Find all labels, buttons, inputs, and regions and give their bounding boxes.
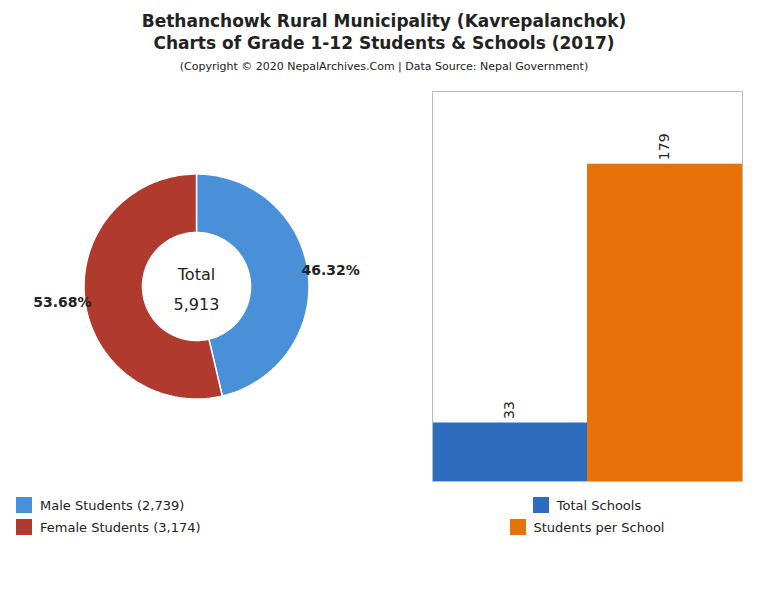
html-text:Total Schools: Total Schools: [556, 497, 642, 513]
svg-text:Total: Total: [177, 265, 215, 284]
svg-text:53.68%: 53.68%: [33, 294, 91, 310]
html-text:Bethanchowk Rural Municipality: Bethanchowk Rural Municipality (Kavrepal…: [141, 11, 627, 31]
html-text:Students per School: Students per School: [533, 519, 665, 535]
html-text:Charts of Grade 1-12 Students: Charts of Grade 1-12 Students & Schools …: [153, 33, 615, 53]
svg-text:46.32%: 46.32%: [301, 262, 359, 278]
html-text:Male Students (2,739): Male Students (2,739): [40, 497, 185, 513]
svg-text:179: 179: [656, 133, 672, 160]
html-text:(Copyright © 2020 NepalArchive: (Copyright © 2020 NepalArchives.Com | Da…: [179, 60, 589, 73]
svg-text:33: 33: [501, 401, 517, 419]
html-text:Female Students (3,174): Female Students (3,174): [40, 519, 201, 535]
svg-text:5,913: 5,913: [174, 295, 220, 314]
